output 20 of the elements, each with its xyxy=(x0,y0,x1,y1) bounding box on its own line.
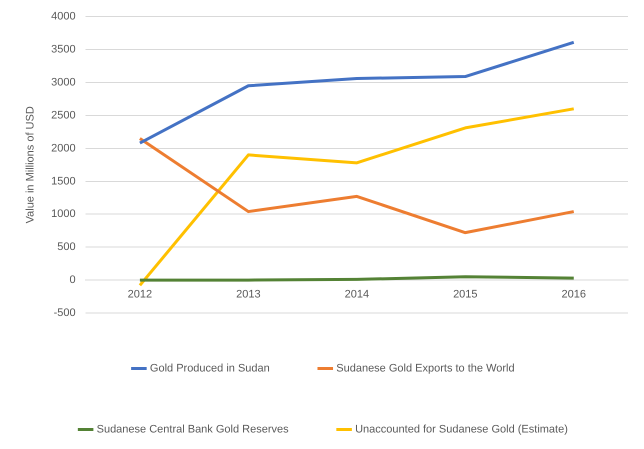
legend-label: Sudanese Gold Exports to the World xyxy=(336,362,515,375)
y-tick-label: 3500 xyxy=(51,44,76,56)
y-tick-label: 4000 xyxy=(51,10,76,23)
y-tick-label: 1000 xyxy=(51,208,76,220)
y-axis-title: Value in Millions of USD xyxy=(24,106,37,224)
legend-label: Sudanese Central Bank Gold Reserves xyxy=(96,424,290,436)
x-tick-label: 2016 xyxy=(562,288,586,301)
y-tick-label: 2000 xyxy=(51,142,76,154)
y-tick-label: 2500 xyxy=(51,109,76,122)
x-tick-label: 2015 xyxy=(453,288,478,301)
x-tick-label: 2013 xyxy=(236,288,261,301)
legend-label: Unaccounted for Sudanese Gold (Estimate) xyxy=(355,424,568,436)
x-tick-label: 2012 xyxy=(128,288,152,301)
x-tick-label: 2014 xyxy=(344,288,370,301)
y-tick-label: 0 xyxy=(70,274,76,286)
y-tick-label: 1500 xyxy=(51,175,76,188)
y-tick-label: 3000 xyxy=(51,76,76,88)
y-tick-label: -500 xyxy=(54,307,76,320)
legend-label: Gold Produced in Sudan xyxy=(150,362,270,375)
y-tick-label: 500 xyxy=(57,241,76,254)
